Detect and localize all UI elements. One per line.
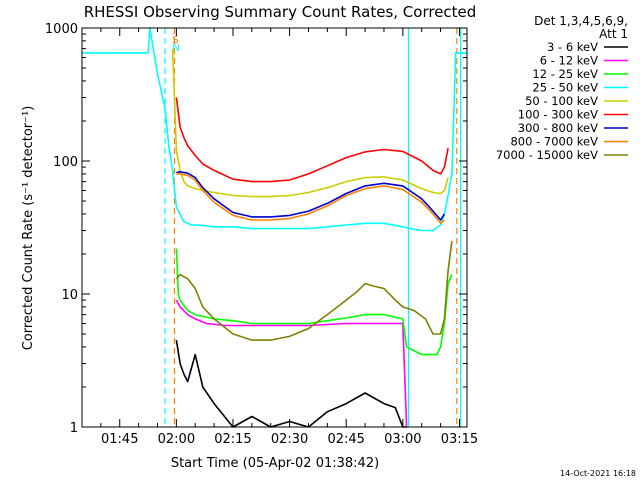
legend-label-3: 25 - 50 keV: [532, 81, 598, 95]
state-marker: N: [172, 43, 179, 54]
chart-title: RHESSI Observing Summary Count Rates, Co…: [84, 3, 477, 21]
series-line-2: [175, 248, 453, 356]
legend-label-1: 6 - 12 keV: [540, 54, 598, 68]
x-tick-label: 02:45: [327, 432, 364, 447]
x-tick-label: 02:00: [158, 432, 195, 447]
x-tick-label: 02:30: [271, 432, 308, 447]
legend-label-2: 12 - 25 keV: [532, 67, 598, 81]
series-line-4: [171, 48, 449, 198]
series-line-1: [175, 299, 408, 428]
y-tick-label: 10: [61, 288, 78, 303]
x-tick-label: 03:15: [441, 432, 478, 447]
y-tick-label: 1: [70, 421, 78, 436]
y-tick-label: 1000: [45, 22, 78, 37]
legend-label-6: 300 - 800 keV: [518, 121, 598, 135]
plot-frame: [81, 27, 468, 428]
legend-label-8: 7000 - 15000 keV: [496, 148, 598, 162]
legend-label-4: 50 - 100 keV: [525, 94, 598, 108]
footer-timestamp: 14-Oct-2021 16:18: [560, 469, 636, 478]
legend-title-line: Att 1: [599, 27, 628, 41]
series-line-6: [176, 171, 446, 221]
x-tick-label: 03:00: [384, 432, 421, 447]
legend-title-line: Det 1,3,4,5,6,9,: [534, 14, 628, 28]
state-marker: S: [172, 35, 178, 46]
legend-label-0: 3 - 6 keV: [547, 40, 598, 54]
series-line-5: [175, 97, 449, 183]
x-tick-label: 01:45: [101, 432, 138, 447]
x-axis-ticks: 01:45 02:00 02:15 02:30 02:45 03:00 03:15: [81, 28, 478, 447]
state-markers: SN: [172, 35, 179, 54]
x-tick-label: 02:15: [214, 432, 251, 447]
series-line-3: [82, 27, 467, 232]
y-axis-label: Corrected Count Rate (s⁻¹ detector⁻¹): [21, 106, 36, 351]
series-lines: [82, 27, 467, 428]
legend-label-7: 800 - 7000 keV: [510, 135, 598, 149]
legend-label-5: 100 - 300 keV: [518, 108, 598, 122]
series-line-8: [175, 240, 453, 341]
y-axis-ticks: 1 10 100 1000: [45, 22, 467, 436]
series-line-7: [176, 173, 445, 225]
y-tick-label: 100: [53, 155, 78, 170]
x-axis-label: Start Time (05-Apr-02 01:38:42): [171, 456, 379, 471]
